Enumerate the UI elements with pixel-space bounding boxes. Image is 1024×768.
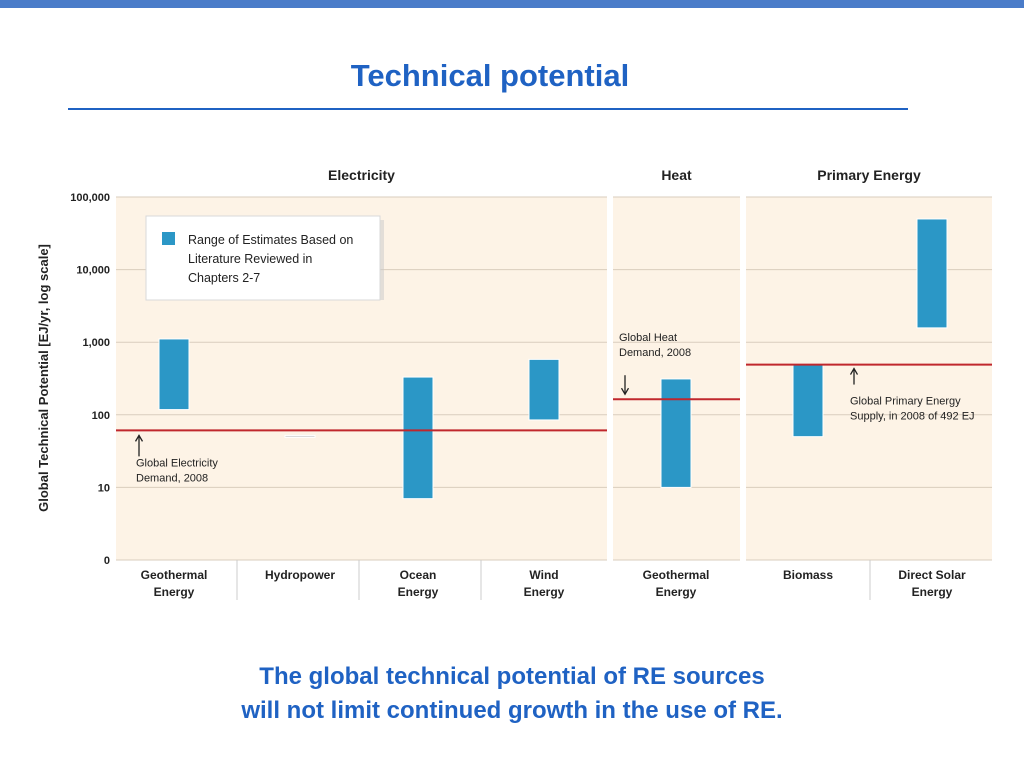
technical-potential-chart: Global Technical Potential [EJ/yr, log s… (36, 167, 992, 600)
caption-line-1: The global technical potential of RE sou… (259, 663, 765, 690)
y-tick-label: 10,000 (76, 265, 110, 277)
category-label: Energy (912, 585, 953, 599)
annotation-text: Demand, 2008 (619, 347, 691, 359)
slide-caption: The global technical potential of RE sou… (0, 660, 1024, 728)
slide-title: Technical potential (350, 58, 630, 93)
range-bar (916, 218, 948, 329)
y-tick-label: 100,000 (70, 192, 110, 204)
y-tick-label: 0 (104, 555, 110, 567)
legend-box (145, 215, 381, 301)
category-label: Wind (529, 568, 558, 582)
top-accent-bar (0, 0, 1024, 8)
range-bar (402, 376, 434, 500)
category-label: Energy (154, 585, 195, 599)
legend-label: Literature Reviewed in (188, 252, 312, 266)
category-label: Energy (398, 585, 439, 599)
caption-line-2: will not limit continued growth in the u… (241, 697, 783, 724)
panel-header: Primary Energy (817, 167, 921, 183)
category-label: Geothermal (643, 568, 710, 582)
arrow-head (849, 367, 859, 375)
arrow-head (620, 387, 630, 396)
annotation-text: Global Electricity (136, 457, 218, 469)
y-axis-title: Global Technical Potential [EJ/yr, log s… (36, 244, 51, 512)
annotation-text: Global Primary Energy (850, 396, 961, 408)
legend-swatch (162, 232, 175, 245)
category-label: Energy (656, 585, 697, 599)
range-bar (792, 363, 824, 438)
legend-label: Range of Estimates Based on (188, 233, 353, 247)
category-label: Biomass (783, 568, 833, 582)
range-bar (528, 358, 560, 421)
y-tick-label: 100 (92, 410, 110, 422)
category-label: Geothermal (141, 568, 208, 582)
panel-header: Heat (661, 167, 692, 183)
y-tick-label: 1,000 (82, 337, 110, 349)
category-label: Energy (524, 585, 565, 599)
y-tick-label: 10 (98, 482, 110, 494)
legend-label: Chapters 2-7 (188, 271, 260, 285)
category-label: Direct Solar (898, 568, 966, 582)
category-label: Hydropower (265, 568, 335, 582)
annotation-text: Global Heat (619, 332, 677, 344)
panel-background (746, 197, 992, 560)
category-label: Ocean (400, 568, 437, 582)
range-bar (660, 378, 692, 488)
title-underline (68, 108, 908, 110)
annotation-text: Demand, 2008 (136, 472, 208, 484)
annotation-text: Supply, in 2008 of 492 EJ (850, 411, 975, 423)
range-bar (158, 338, 190, 411)
range-bar (284, 434, 316, 438)
arrow-head (134, 434, 144, 442)
panel-header: Electricity (328, 167, 395, 183)
